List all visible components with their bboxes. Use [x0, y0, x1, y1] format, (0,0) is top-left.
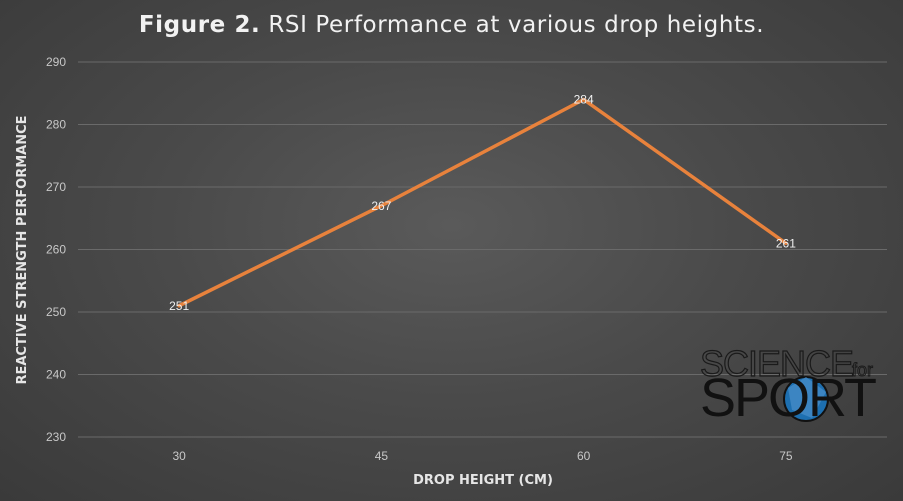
data-labels: 251 267 284 261	[169, 93, 796, 313]
y-axis-title: REACTIVE STRENGTH PERFORMANCE	[15, 115, 30, 384]
series-line	[177, 97, 788, 308]
data-label: 251	[169, 299, 189, 313]
y-tick-label: 270	[46, 180, 66, 194]
data-label: 261	[776, 236, 796, 250]
y-tick-label: 250	[46, 305, 66, 319]
data-label: 284	[574, 93, 594, 107]
logo-science-text: SCIENCE	[700, 343, 853, 384]
x-tick-label: 75	[779, 449, 793, 463]
y-tick-label: 230	[46, 430, 66, 444]
series-line-group	[177, 97, 788, 308]
y-axis-ticks: 230 240 250 260 270 280 290	[46, 55, 66, 444]
y-tick-label: 290	[46, 55, 66, 69]
data-label: 267	[371, 199, 391, 213]
logo-sport-text: SPORT	[700, 368, 876, 428]
x-tick-label: 30	[172, 449, 186, 463]
gridlines	[78, 61, 887, 438]
chart-title-bold: Figure 2.	[138, 12, 261, 38]
y-tick-label: 280	[46, 118, 66, 132]
y-tick-label: 260	[46, 243, 66, 257]
logo-ball-panel	[788, 377, 826, 418]
y-tick-label: 240	[46, 368, 66, 382]
logo-for-text: for	[852, 360, 873, 380]
x-tick-label: 60	[577, 449, 591, 463]
chart-title-rest: RSI Performance at various drop heights.	[260, 12, 765, 38]
chart-title: Figure 2. RSI Performance at various dro…	[0, 12, 903, 38]
x-tick-label: 45	[375, 449, 389, 463]
x-axis-ticks: 30 45 60 75	[172, 449, 792, 463]
science-for-sport-logo: SCIENCE for SPORT	[699, 342, 878, 428]
x-axis-title: DROP HEIGHT (CM)	[413, 473, 553, 488]
